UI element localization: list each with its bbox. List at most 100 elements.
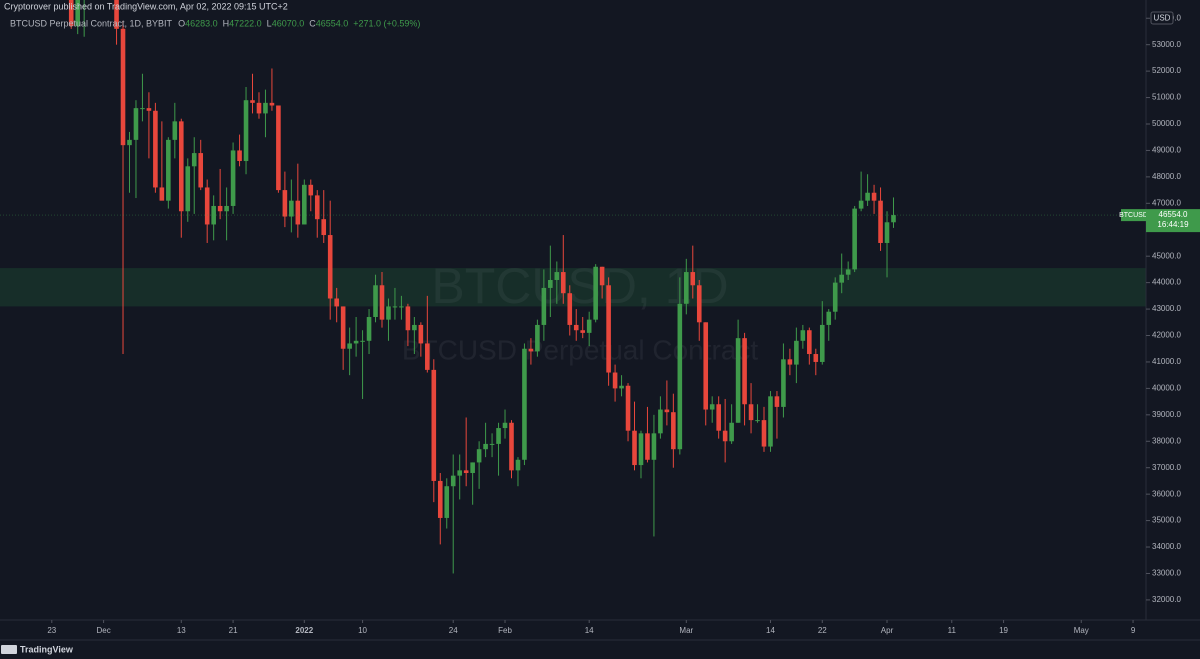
symbol-info: BTCUSD Perpetual Contract, 1D, BYBIT bbox=[10, 18, 173, 28]
candle-body bbox=[483, 443, 488, 450]
candle-body bbox=[560, 272, 566, 294]
candle-body bbox=[878, 200, 883, 243]
candle-body bbox=[502, 422, 508, 429]
candle-body bbox=[858, 200, 864, 209]
candle-body bbox=[884, 222, 890, 243]
y-tick-label: 40000.0 bbox=[1152, 384, 1181, 393]
candle-body bbox=[684, 272, 689, 304]
currency: USD bbox=[1154, 14, 1171, 23]
y-tick-label: 36000.0 bbox=[1152, 489, 1181, 498]
candle-body bbox=[191, 153, 197, 167]
candle-body bbox=[308, 184, 314, 196]
candle-body bbox=[671, 412, 676, 450]
candle-body bbox=[133, 108, 139, 140]
candle-body bbox=[120, 28, 126, 146]
candle-body bbox=[871, 192, 877, 201]
symbol-tag: BTCUSD bbox=[1119, 212, 1148, 219]
candle-body bbox=[256, 102, 262, 114]
x-tick-label: 13 bbox=[177, 626, 186, 635]
x-tick-label: 11 bbox=[948, 626, 957, 635]
y-tick-label: 45000.0 bbox=[1152, 251, 1181, 260]
brand: TradingView bbox=[20, 644, 74, 654]
y-tick-label: 41000.0 bbox=[1152, 357, 1181, 366]
candle-body bbox=[289, 200, 294, 217]
ohlc-legend: BTCUSD Perpetual Contract, 1D, BYBIT O 46… bbox=[10, 18, 420, 28]
legend-value: 46070.0 bbox=[272, 18, 305, 28]
x-tick-label: 19 bbox=[999, 626, 1008, 635]
candle-body bbox=[450, 475, 456, 487]
candle-body bbox=[839, 274, 844, 283]
candle-body bbox=[405, 306, 411, 331]
y-tick-label: 49000.0 bbox=[1152, 146, 1181, 155]
candle-body bbox=[347, 343, 352, 349]
y-tick-label: 52000.0 bbox=[1152, 66, 1181, 75]
candle-body bbox=[295, 200, 301, 225]
candle-body bbox=[774, 396, 780, 407]
y-tick-label: 39000.0 bbox=[1152, 410, 1181, 419]
candle-body bbox=[845, 269, 851, 275]
candle-body bbox=[664, 409, 670, 413]
candle-body bbox=[140, 108, 145, 110]
support-zone bbox=[0, 268, 1146, 307]
candle-body bbox=[379, 285, 385, 320]
x-tick-label: May bbox=[1074, 626, 1089, 635]
candle-body bbox=[276, 105, 281, 191]
price-tag-bg bbox=[1146, 209, 1200, 233]
candle-body bbox=[263, 102, 268, 114]
candle-body bbox=[548, 279, 553, 288]
candle-body bbox=[412, 324, 417, 331]
x-tick-label: Apr bbox=[881, 626, 894, 635]
candle-body bbox=[580, 330, 586, 333]
candle-body bbox=[302, 184, 307, 225]
x-tick-label: 9 bbox=[1131, 626, 1136, 635]
candle-body bbox=[444, 486, 450, 518]
candle-body bbox=[819, 324, 825, 362]
candle-body bbox=[198, 153, 204, 188]
candle-body bbox=[224, 205, 229, 212]
candle-body bbox=[399, 306, 404, 308]
x-tick-label: Feb bbox=[498, 626, 512, 635]
candle-body bbox=[832, 282, 838, 312]
candle-body bbox=[114, 0, 119, 29]
candle-body bbox=[496, 428, 501, 444]
y-tick-label: 47000.0 bbox=[1152, 198, 1181, 207]
candle-body bbox=[153, 110, 158, 188]
candle-body bbox=[891, 215, 896, 223]
candle-body bbox=[392, 306, 398, 308]
candle-body bbox=[729, 422, 734, 442]
candle-body bbox=[573, 324, 579, 331]
candle-body bbox=[716, 404, 721, 431]
candle-body bbox=[463, 470, 469, 473]
x-tick-label: 22 bbox=[818, 626, 827, 635]
y-tick-label: 33000.0 bbox=[1152, 569, 1181, 578]
symbol-tag-bg bbox=[1121, 209, 1146, 222]
y-tick-label: 37000.0 bbox=[1152, 463, 1181, 472]
y-tick-label: 32000.0 bbox=[1152, 595, 1181, 604]
candle-body bbox=[489, 443, 495, 445]
candle-body bbox=[437, 480, 443, 518]
candle-body bbox=[250, 100, 255, 103]
candle-body bbox=[282, 190, 288, 217]
candle-body bbox=[269, 102, 275, 106]
candle-body bbox=[690, 272, 696, 286]
y-tick-label: 48000.0 bbox=[1152, 172, 1181, 181]
candle-body bbox=[813, 354, 819, 362]
y-tick-label: 44000.0 bbox=[1152, 278, 1181, 287]
candle-body bbox=[606, 285, 611, 373]
candle-body bbox=[327, 235, 333, 299]
legend-key: H bbox=[223, 18, 230, 28]
candle-body bbox=[425, 343, 430, 370]
candle-body bbox=[787, 359, 793, 365]
candle-body bbox=[237, 150, 242, 162]
candle-body bbox=[852, 208, 857, 270]
y-tick-label: 38000.0 bbox=[1152, 436, 1181, 445]
candle-body bbox=[586, 319, 592, 333]
candle-body bbox=[75, 0, 80, 27]
plot-area bbox=[0, 0, 1146, 574]
candle-body bbox=[619, 385, 624, 389]
candle-body bbox=[217, 205, 223, 212]
candle-body bbox=[457, 470, 462, 476]
candle-body bbox=[230, 150, 236, 206]
